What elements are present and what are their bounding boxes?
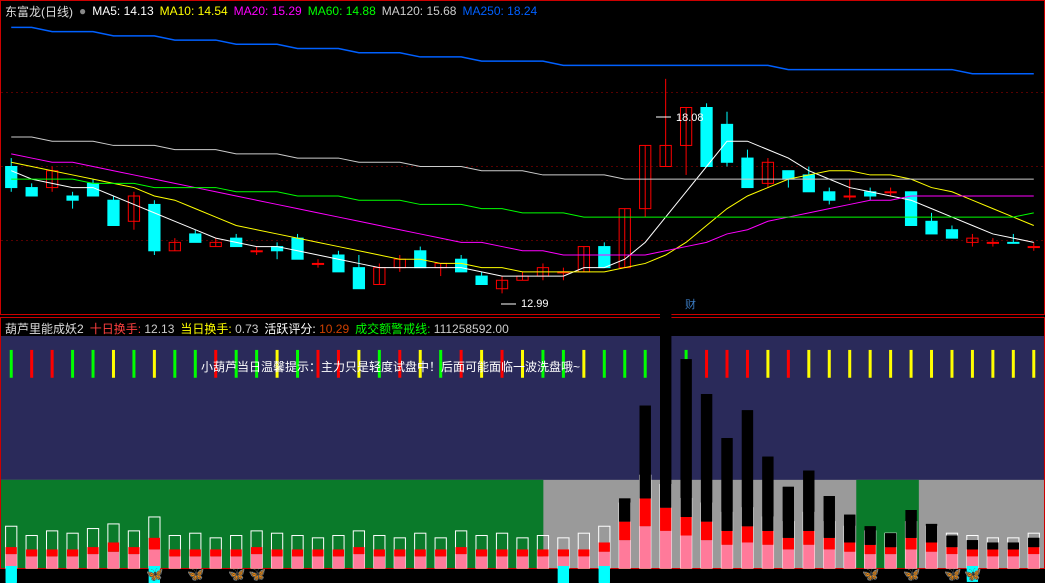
top-header: 东富龙(日线) ● MA5: 14.13 MA10: 14.54 MA20: 1… (5, 3, 537, 19)
indicator-dot-icon: ● (79, 4, 86, 18)
metric-today: 当日换手: 0.73 (180, 320, 258, 337)
ma120-label: MA120: 15.68 (382, 4, 457, 18)
ma10-label: MA10: 14.54 (160, 4, 228, 18)
volume-chart[interactable]: 小葫芦当日温馨提示：主力只是轻度试盘中！后面可能面临一波洗盘哦~ 🦋🦋🦋🦋🦋🦋🦋… (1, 336, 1044, 568)
ma250-label: MA250: 18.24 (462, 4, 537, 18)
svg-text:18.08: 18.08 (676, 112, 704, 124)
ma60-label: MA60: 14.88 (308, 4, 376, 18)
metric-turnover: 成交额警戒线: 111258592.00 (355, 320, 509, 337)
ma20-label: MA20: 15.29 (234, 4, 302, 18)
candlestick-panel[interactable]: 东富龙(日线) ● MA5: 14.13 MA10: 14.54 MA20: 1… (0, 0, 1045, 315)
indicator-title: 葫芦里能成妖2 (5, 320, 84, 337)
volume-panel[interactable]: 葫芦里能成妖2 十日换手: 12.13 当日换手: 0.73 活跃评分: 10.… (0, 317, 1045, 569)
metric-10day: 十日换手: 12.13 (90, 320, 175, 337)
tip-message: 小葫芦当日温馨提示：主力只是轻度试盘中！后面可能面临一波洗盘哦~ (201, 358, 580, 375)
bottom-header: 葫芦里能成妖2 十日换手: 12.13 当日换手: 0.73 活跃评分: 10.… (5, 320, 509, 336)
svg-text:12.99: 12.99 (521, 298, 549, 310)
stock-title: 东富龙(日线) (5, 3, 73, 20)
metric-score: 活跃评分: 10.29 (264, 320, 349, 337)
ma5-label: MA5: 14.13 (92, 4, 153, 18)
watermark-icon: 财 (685, 296, 696, 312)
candlestick-chart[interactable]: 18.08 12.99 (1, 19, 1044, 314)
